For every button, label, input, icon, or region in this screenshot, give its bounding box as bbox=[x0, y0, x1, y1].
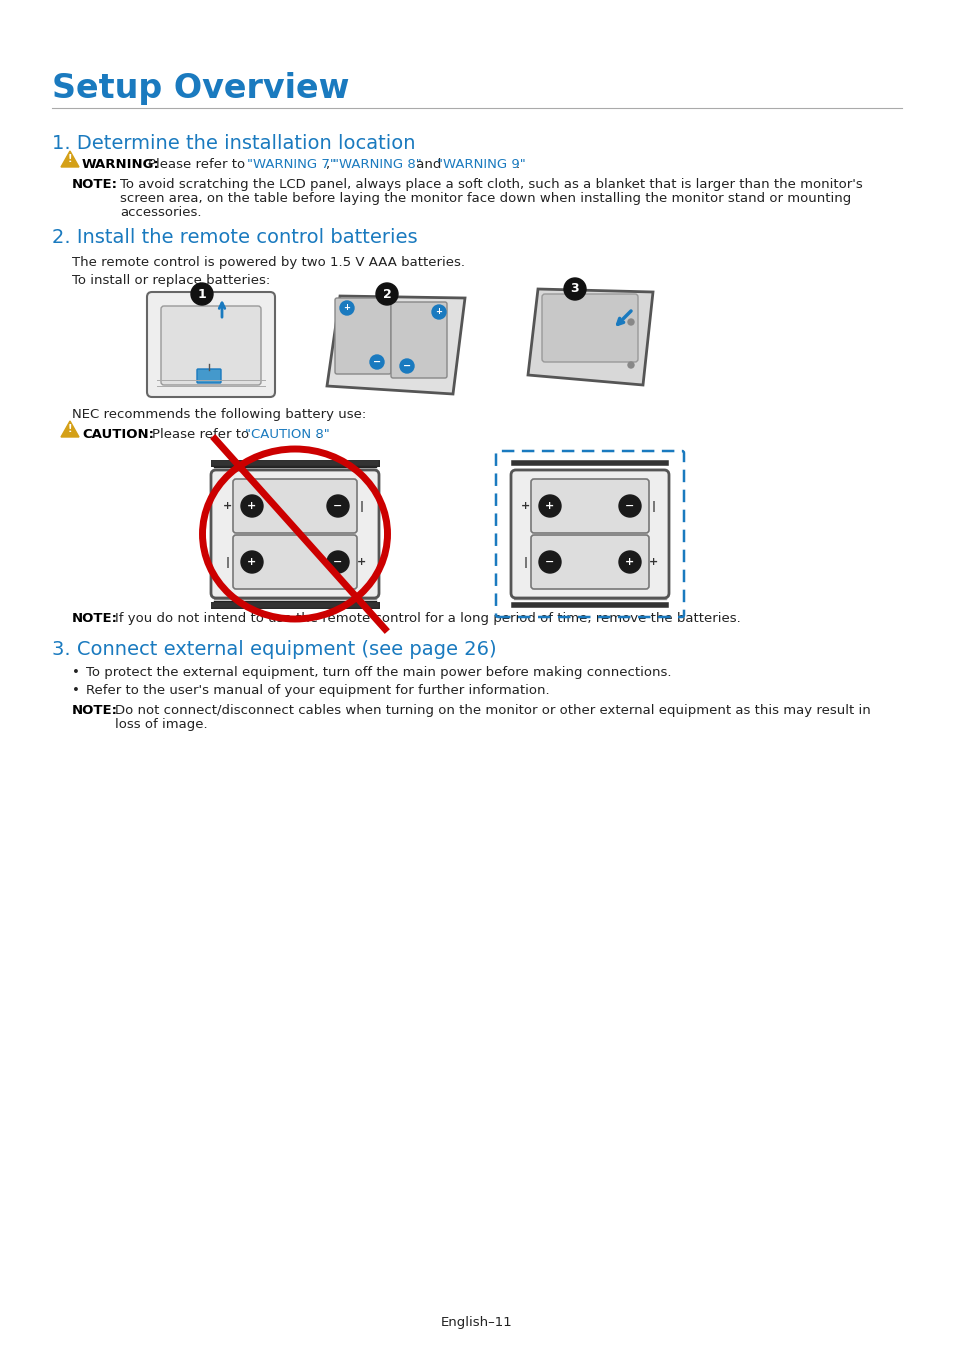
Text: "WARNING 7": "WARNING 7" bbox=[247, 158, 335, 171]
Text: "CAUTION 8": "CAUTION 8" bbox=[245, 428, 330, 441]
Circle shape bbox=[241, 551, 263, 572]
Text: WARNING:: WARNING: bbox=[82, 158, 160, 171]
Text: +: + bbox=[342, 302, 352, 313]
Circle shape bbox=[618, 551, 640, 572]
Circle shape bbox=[618, 495, 640, 517]
Text: +: + bbox=[247, 558, 256, 567]
Text: !: ! bbox=[68, 154, 72, 163]
Circle shape bbox=[538, 495, 560, 517]
Polygon shape bbox=[61, 151, 79, 167]
Circle shape bbox=[563, 278, 585, 300]
Text: NOTE:: NOTE: bbox=[71, 703, 118, 717]
Polygon shape bbox=[61, 421, 79, 437]
Text: Do not connect/disconnect cables when turning on the monitor or other external e: Do not connect/disconnect cables when tu… bbox=[115, 703, 870, 717]
Text: −: − bbox=[401, 359, 412, 373]
Text: −: − bbox=[545, 558, 554, 567]
Text: +: + bbox=[357, 558, 366, 567]
Circle shape bbox=[399, 359, 414, 373]
Text: −: − bbox=[402, 360, 411, 371]
Circle shape bbox=[339, 301, 354, 315]
Text: Setup Overview: Setup Overview bbox=[52, 72, 349, 105]
Text: +: + bbox=[649, 558, 658, 567]
Text: ,: , bbox=[326, 158, 334, 171]
Text: 1. Determine the installation location: 1. Determine the installation location bbox=[52, 134, 416, 153]
Polygon shape bbox=[327, 296, 464, 394]
FancyBboxPatch shape bbox=[196, 369, 221, 383]
Text: +: + bbox=[545, 501, 554, 512]
Text: Please refer to: Please refer to bbox=[152, 428, 253, 441]
Text: •: • bbox=[71, 684, 80, 697]
FancyBboxPatch shape bbox=[531, 535, 648, 589]
Text: −: − bbox=[372, 355, 382, 369]
FancyBboxPatch shape bbox=[233, 479, 356, 533]
Polygon shape bbox=[527, 289, 652, 385]
Text: |: | bbox=[523, 556, 527, 567]
Text: +: + bbox=[343, 304, 350, 312]
Circle shape bbox=[627, 362, 634, 369]
Circle shape bbox=[538, 551, 560, 572]
Text: NOTE:: NOTE: bbox=[71, 178, 118, 190]
FancyBboxPatch shape bbox=[161, 306, 261, 385]
Text: 1: 1 bbox=[197, 288, 206, 301]
Text: .: . bbox=[516, 158, 519, 171]
Text: To install or replace batteries:: To install or replace batteries: bbox=[71, 274, 270, 288]
Text: |: | bbox=[651, 501, 656, 512]
Text: screen area, on the table before laying the monitor face down when installing th: screen area, on the table before laying … bbox=[120, 192, 850, 205]
Text: and: and bbox=[412, 158, 445, 171]
Text: To protect the external equipment, turn off the main power before making connect: To protect the external equipment, turn … bbox=[86, 666, 671, 679]
Circle shape bbox=[191, 284, 213, 305]
Text: +: + bbox=[521, 501, 530, 512]
Text: .: . bbox=[316, 428, 321, 441]
FancyBboxPatch shape bbox=[391, 302, 447, 378]
Text: |: | bbox=[359, 501, 364, 512]
FancyBboxPatch shape bbox=[541, 294, 638, 362]
Text: +: + bbox=[435, 308, 442, 316]
Text: 2. Install the remote control batteries: 2. Install the remote control batteries bbox=[52, 228, 417, 247]
Text: loss of image.: loss of image. bbox=[115, 718, 208, 730]
Text: Please refer to: Please refer to bbox=[148, 158, 249, 171]
FancyBboxPatch shape bbox=[211, 470, 378, 598]
Text: If you do not intend to use the remote control for a long period of time, remove: If you do not intend to use the remote c… bbox=[115, 612, 740, 625]
FancyBboxPatch shape bbox=[233, 535, 356, 589]
Text: +: + bbox=[223, 501, 233, 512]
Text: The remote control is powered by two 1.5 V AAA batteries.: The remote control is powered by two 1.5… bbox=[71, 256, 464, 269]
Text: 2: 2 bbox=[382, 288, 391, 301]
FancyBboxPatch shape bbox=[531, 479, 648, 533]
Text: +: + bbox=[625, 558, 634, 567]
Text: !: ! bbox=[68, 424, 72, 433]
Text: 3. Connect external equipment (see page 26): 3. Connect external equipment (see page … bbox=[52, 640, 497, 659]
Circle shape bbox=[241, 495, 263, 517]
Text: +: + bbox=[247, 501, 256, 512]
FancyBboxPatch shape bbox=[147, 292, 274, 397]
Text: |: | bbox=[226, 556, 230, 567]
Text: −: − bbox=[624, 501, 634, 512]
FancyBboxPatch shape bbox=[335, 298, 391, 374]
Text: −: − bbox=[333, 501, 342, 512]
Text: CAUTION:: CAUTION: bbox=[82, 428, 153, 441]
Text: To avoid scratching the LCD panel, always place a soft cloth, such as a blanket : To avoid scratching the LCD panel, alway… bbox=[120, 178, 862, 190]
Text: 3: 3 bbox=[570, 282, 578, 296]
FancyBboxPatch shape bbox=[511, 470, 668, 598]
Text: NOTE:: NOTE: bbox=[71, 612, 118, 625]
Circle shape bbox=[375, 284, 397, 305]
Text: "WARNING 8": "WARNING 8" bbox=[333, 158, 421, 171]
Circle shape bbox=[627, 319, 634, 325]
Text: Refer to the user's manual of your equipment for further information.: Refer to the user's manual of your equip… bbox=[86, 684, 549, 697]
Text: "WARNING 9": "WARNING 9" bbox=[436, 158, 525, 171]
Text: NEC recommends the following battery use:: NEC recommends the following battery use… bbox=[71, 408, 366, 421]
Circle shape bbox=[370, 355, 384, 369]
Circle shape bbox=[432, 305, 446, 319]
Text: •: • bbox=[71, 666, 80, 679]
Circle shape bbox=[327, 551, 349, 572]
Circle shape bbox=[327, 495, 349, 517]
Text: −: − bbox=[373, 356, 380, 367]
Text: −: − bbox=[333, 558, 342, 567]
Text: accessories.: accessories. bbox=[120, 207, 201, 219]
Text: +: + bbox=[434, 306, 443, 317]
Text: English–11: English–11 bbox=[440, 1316, 513, 1328]
